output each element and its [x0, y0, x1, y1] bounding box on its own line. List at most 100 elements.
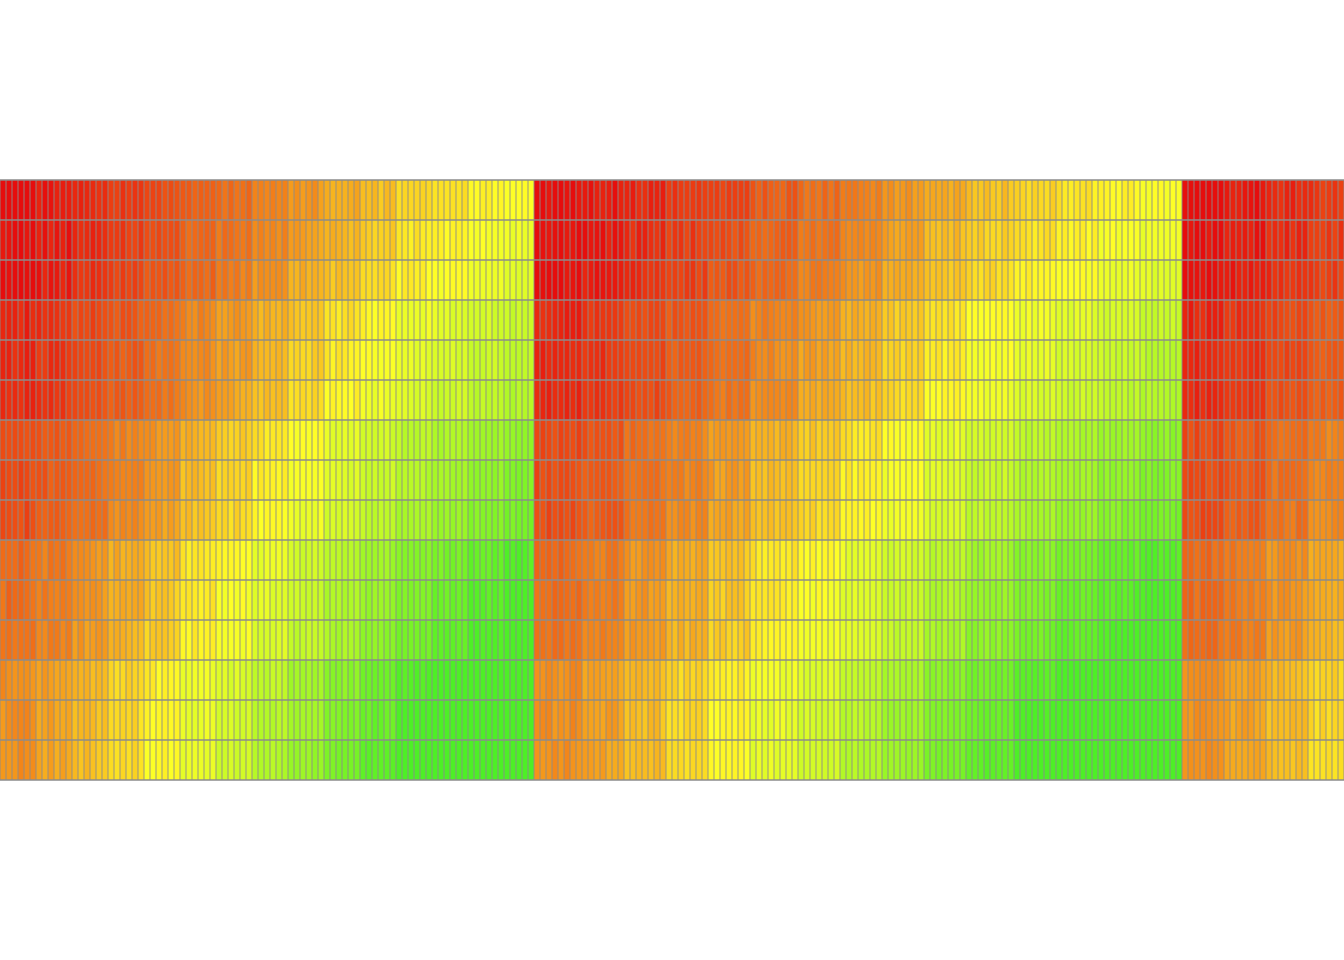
heatmap-cell [354, 460, 361, 501]
heatmap-cell [984, 540, 991, 581]
heatmap-cell [138, 300, 145, 341]
heatmap-cell [528, 700, 535, 741]
heatmap-cell [456, 580, 463, 621]
heatmap-cell [150, 300, 157, 341]
heatmap-cell [1008, 700, 1015, 741]
heatmap-cell [534, 620, 541, 661]
heatmap-cell [918, 620, 925, 661]
heatmap-cell [1140, 500, 1147, 541]
heatmap-cell [282, 260, 289, 301]
heatmap-cell [204, 260, 211, 301]
heatmap-cell [1170, 220, 1177, 261]
heatmap-cell [336, 380, 343, 421]
heatmap-cell [480, 740, 487, 781]
heatmap-cell [282, 660, 289, 701]
heatmap-cell [174, 540, 181, 581]
heatmap-cell [1050, 700, 1057, 741]
heatmap-cell [1044, 700, 1051, 741]
heatmap-cell [90, 340, 97, 381]
heatmap-cell [1254, 260, 1261, 301]
heatmap-cell [1182, 620, 1189, 661]
heatmap-cell [726, 300, 733, 341]
heatmap-cell [1044, 180, 1051, 221]
heatmap-cell [1266, 180, 1273, 221]
heatmap-cell [636, 460, 643, 501]
heatmap-cell [678, 540, 685, 581]
heatmap-cell [1122, 220, 1129, 261]
heatmap-cell [1200, 740, 1207, 781]
heatmap-cell [1320, 260, 1327, 301]
heatmap-cell [468, 740, 475, 781]
heatmap-cell [516, 540, 523, 581]
heatmap-cell [1074, 660, 1081, 701]
heatmap-cell [1320, 540, 1327, 581]
heatmap-cell [792, 740, 799, 781]
heatmap-cell [1134, 500, 1141, 541]
heatmap-cell [1140, 460, 1147, 501]
heatmap-cell [1194, 500, 1201, 541]
heatmap-cell [1212, 340, 1219, 381]
heatmap-cell [1224, 620, 1231, 661]
heatmap-cell [6, 660, 13, 701]
heatmap-cell [618, 300, 625, 341]
heatmap-cell [1110, 660, 1117, 701]
heatmap-cell [948, 220, 955, 261]
heatmap-cell [420, 540, 427, 581]
heatmap-cell [1242, 260, 1249, 301]
heatmap-cell [972, 260, 979, 301]
heatmap-cell [582, 420, 589, 461]
heatmap-cell [108, 460, 115, 501]
heatmap-cell [1242, 180, 1249, 221]
heatmap-cell [318, 580, 325, 621]
heatmap-cell [438, 420, 445, 461]
heatmap-cell [372, 460, 379, 501]
heatmap-cell [144, 700, 151, 741]
heatmap-cell [336, 220, 343, 261]
heatmap-cell [1146, 420, 1153, 461]
heatmap-cell [156, 500, 163, 541]
heatmap-cell [66, 420, 73, 461]
heatmap-cell [912, 300, 919, 341]
heatmap-cell [1326, 260, 1333, 301]
heatmap-cell [780, 380, 787, 421]
heatmap-cell [726, 340, 733, 381]
heatmap-cell [930, 220, 937, 261]
heatmap-cell [936, 420, 943, 461]
heatmap-cell [210, 460, 217, 501]
heatmap-cell [810, 740, 817, 781]
heatmap-cell [1116, 300, 1123, 341]
heatmap-cell [1092, 220, 1099, 261]
heatmap-cell [1140, 700, 1147, 741]
heatmap-cell [660, 260, 667, 301]
heatmap-cell [354, 380, 361, 421]
heatmap-cell [528, 620, 535, 661]
heatmap-cell [696, 420, 703, 461]
heatmap-cell [1056, 220, 1063, 261]
heatmap-cell [246, 260, 253, 301]
heatmap-cell [954, 460, 961, 501]
heatmap-cell [570, 220, 577, 261]
heatmap-cell [42, 420, 49, 461]
heatmap-cell [396, 220, 403, 261]
heatmap-cell [96, 660, 103, 701]
heatmap-cell [690, 740, 697, 781]
heatmap-cell [516, 260, 523, 301]
heatmap-cell [282, 620, 289, 661]
heatmap-cell [576, 580, 583, 621]
heatmap-cell [102, 460, 109, 501]
heatmap-cell [1290, 540, 1297, 581]
heatmap-cell [756, 460, 763, 501]
heatmap-cell [120, 580, 127, 621]
heatmap-cell [1296, 340, 1303, 381]
heatmap-cell [606, 420, 613, 461]
heatmap-cell [1068, 540, 1075, 581]
heatmap-cell [1338, 740, 1344, 781]
heatmap-cell [60, 300, 67, 341]
heatmap-cell [984, 620, 991, 661]
heatmap-cell [588, 660, 595, 701]
heatmap-cell [1314, 180, 1321, 221]
heatmap-cell [1050, 660, 1057, 701]
heatmap-cell [594, 700, 601, 741]
heatmap-cell [1164, 660, 1171, 701]
heatmap-cell [828, 420, 835, 461]
